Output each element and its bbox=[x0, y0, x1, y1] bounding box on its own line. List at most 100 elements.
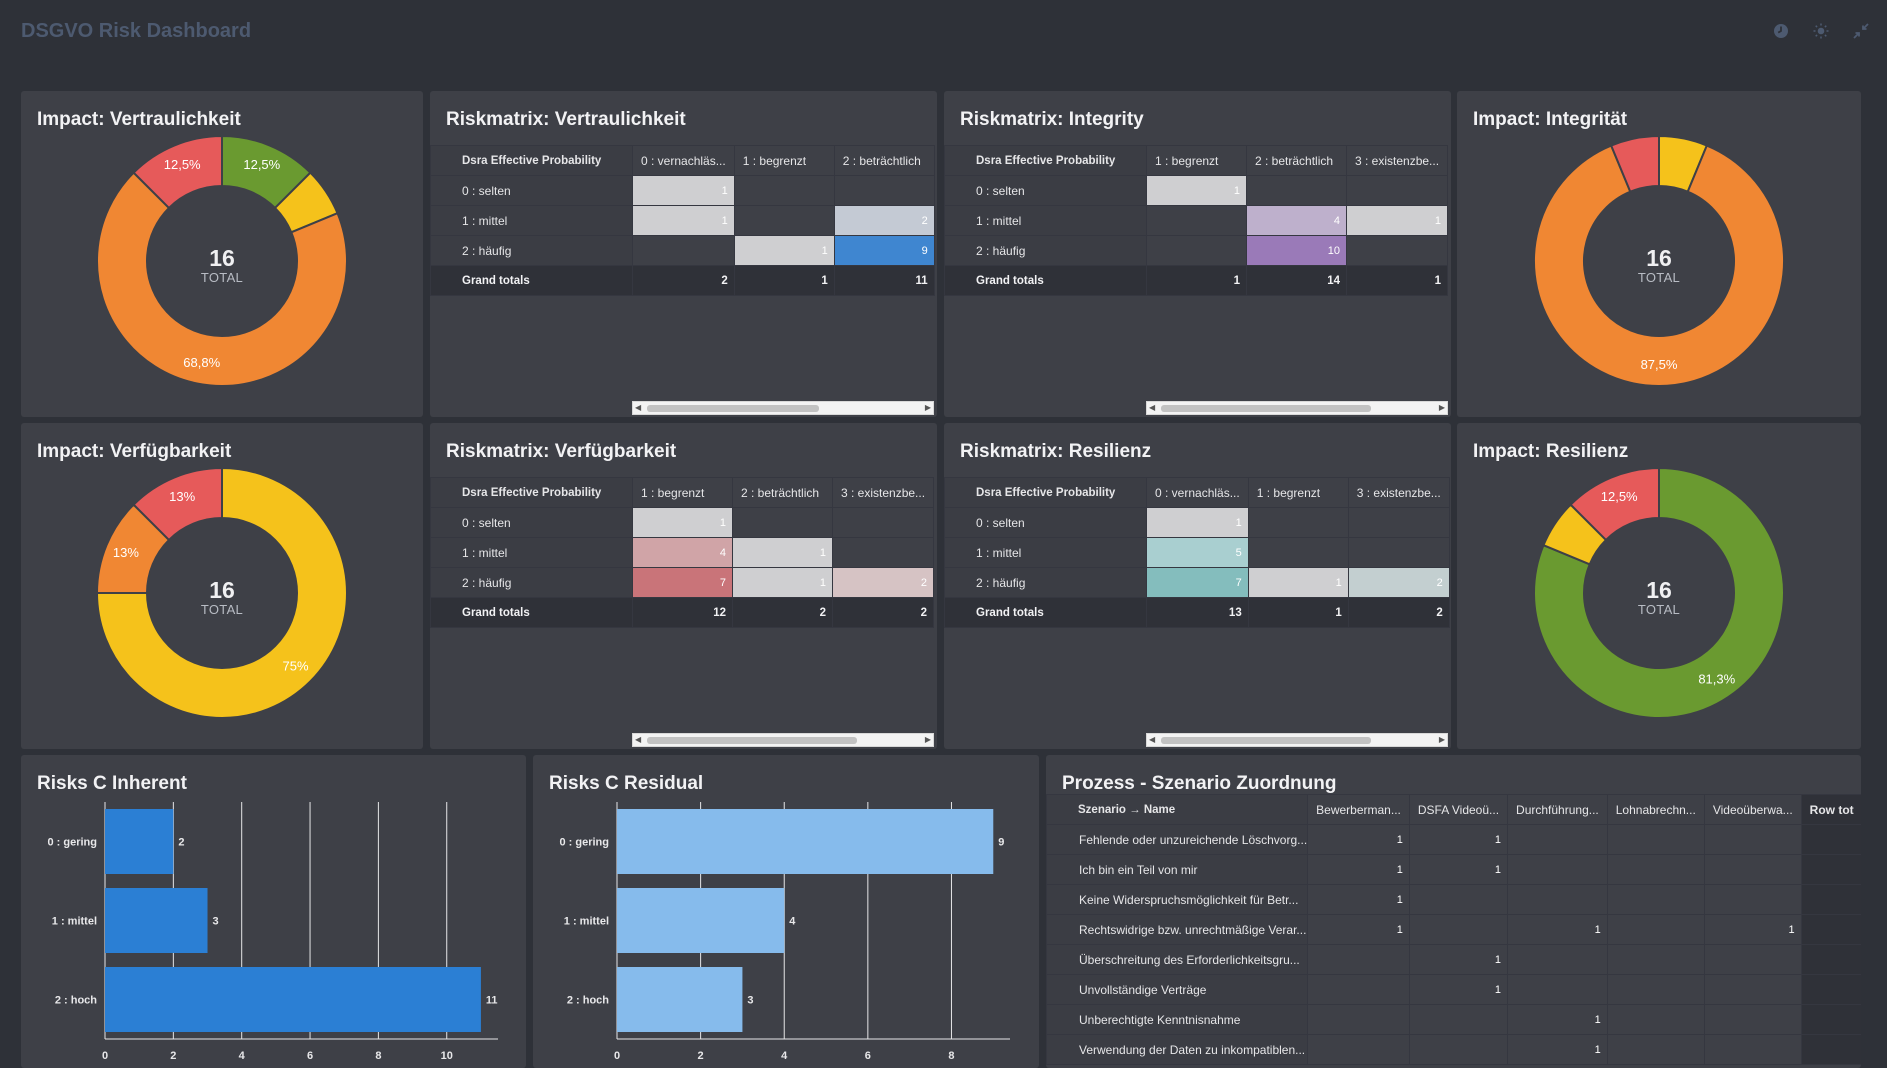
column-header[interactable]: Videoüberwa... bbox=[1703, 794, 1802, 825]
donut-chart[interactable]: 81,3% 12,5% bbox=[1457, 423, 1861, 749]
cell[interactable] bbox=[1408, 1004, 1509, 1035]
cell[interactable]: 1 bbox=[732, 537, 833, 568]
cell[interactable] bbox=[632, 235, 735, 266]
donut-slice[interactable] bbox=[132, 134, 223, 210]
cell[interactable] bbox=[1146, 205, 1247, 236]
horizontal-scrollbar[interactable]: ◀ ▶ bbox=[1146, 733, 1448, 747]
cell[interactable] bbox=[1246, 175, 1347, 206]
cell[interactable]: 4 bbox=[1246, 205, 1347, 236]
horizontal-scrollbar[interactable]: ◀ ▶ bbox=[1146, 401, 1448, 415]
cell[interactable] bbox=[1408, 1034, 1509, 1065]
column-header-row-total[interactable]: Row tot bbox=[1800, 794, 1861, 825]
donut-chart[interactable]: 12,5% 68,8% 12,5% bbox=[21, 91, 423, 417]
collapse-icon[interactable] bbox=[1852, 22, 1870, 40]
bar[interactable] bbox=[105, 809, 174, 874]
scroll-right-icon[interactable]: ▶ bbox=[1438, 735, 1445, 744]
cell[interactable]: 1 bbox=[1146, 175, 1247, 206]
cell[interactable] bbox=[1606, 974, 1705, 1005]
cell[interactable]: 1 bbox=[1408, 854, 1509, 885]
cell[interactable] bbox=[1507, 854, 1608, 885]
cell[interactable] bbox=[1606, 884, 1705, 915]
donut-slice[interactable] bbox=[95, 466, 348, 719]
scroll-left-icon[interactable]: ◀ bbox=[1149, 403, 1156, 412]
cell[interactable]: 1 bbox=[1307, 914, 1410, 945]
cell[interactable] bbox=[1606, 824, 1705, 855]
donut-chart[interactable]: 75% 13% 13% bbox=[21, 423, 423, 749]
clock-icon[interactable] bbox=[1772, 22, 1790, 40]
scrollbar-thumb[interactable] bbox=[647, 737, 857, 744]
row-header[interactable]: Dsra Effective Probability bbox=[944, 477, 1147, 508]
cell[interactable] bbox=[1307, 1004, 1410, 1035]
cell[interactable]: 1 bbox=[732, 567, 833, 598]
donut-slice[interactable] bbox=[1609, 134, 1660, 194]
cell[interactable] bbox=[831, 507, 935, 538]
donut-slice[interactable] bbox=[132, 466, 223, 542]
cell[interactable] bbox=[733, 205, 835, 236]
cell[interactable] bbox=[1703, 1034, 1802, 1065]
row-label[interactable]: Unberechtigte Kenntnisnahme bbox=[1046, 1004, 1309, 1035]
row-label[interactable]: Überschreitung des Erforderlichkeitsgru.… bbox=[1046, 944, 1309, 975]
row-header[interactable]: Dsra Effective Probability bbox=[944, 145, 1147, 176]
scroll-left-icon[interactable]: ◀ bbox=[1149, 735, 1156, 744]
cell[interactable] bbox=[1507, 944, 1608, 975]
column-header[interactable]: 2 : beträchtlich bbox=[833, 145, 935, 176]
cell[interactable] bbox=[732, 507, 833, 538]
row-label[interactable]: Fehlende oder unzureichende Löschvorg... bbox=[1046, 824, 1309, 855]
cell[interactable]: 1 bbox=[1408, 944, 1509, 975]
cell[interactable]: 1 bbox=[1307, 854, 1410, 885]
cell[interactable] bbox=[833, 175, 935, 206]
cell[interactable] bbox=[1307, 974, 1410, 1005]
row-label[interactable]: Unvollständige Verträge bbox=[1046, 974, 1309, 1005]
cell[interactable] bbox=[1307, 944, 1410, 975]
cell[interactable]: 1 bbox=[1507, 914, 1608, 945]
cell[interactable]: 1 bbox=[733, 235, 835, 266]
cell[interactable] bbox=[1247, 537, 1349, 568]
column-header[interactable]: 1 : begrenzt bbox=[1146, 145, 1247, 176]
scrollbar-thumb[interactable] bbox=[1161, 405, 1371, 412]
cell[interactable] bbox=[1507, 824, 1608, 855]
cell[interactable]: 1 bbox=[632, 507, 733, 538]
cell[interactable] bbox=[1703, 854, 1802, 885]
donut-slice[interactable] bbox=[1569, 466, 1660, 542]
bar-chart[interactable]: 0 2 4 6 8 0 : gering 9 1 : mittel 4 2 : hoch 3 bbox=[533, 755, 1039, 1068]
horizontal-scrollbar[interactable]: ◀ ▶ bbox=[632, 401, 934, 415]
cell[interactable] bbox=[1408, 884, 1509, 915]
cell[interactable]: 1 bbox=[1507, 1004, 1608, 1035]
cell[interactable] bbox=[1703, 944, 1802, 975]
scrollbar-thumb[interactable] bbox=[1161, 737, 1371, 744]
scroll-left-icon[interactable]: ◀ bbox=[635, 735, 642, 744]
donut-slice[interactable] bbox=[1533, 144, 1785, 387]
cell[interactable]: 2 bbox=[833, 205, 935, 236]
cell[interactable] bbox=[1146, 235, 1247, 266]
donut-chart[interactable]: 87,5% bbox=[1457, 91, 1861, 417]
scrollbar-thumb[interactable] bbox=[647, 405, 819, 412]
sun-icon[interactable] bbox=[1812, 22, 1830, 40]
row-label[interactable]: Rechtswidrige bzw. unrechtmäßige Verar..… bbox=[1046, 914, 1309, 945]
bar[interactable] bbox=[617, 888, 785, 953]
scroll-right-icon[interactable]: ▶ bbox=[924, 735, 931, 744]
cell[interactable] bbox=[1606, 1004, 1705, 1035]
cell[interactable] bbox=[1606, 914, 1705, 945]
cell[interactable] bbox=[1703, 824, 1802, 855]
bar[interactable] bbox=[105, 967, 481, 1032]
cell[interactable]: 1 bbox=[1307, 884, 1410, 915]
cell[interactable]: 7 bbox=[632, 567, 733, 598]
column-header[interactable]: 1 : begrenzt bbox=[733, 145, 835, 176]
row-label[interactable]: Keine Widerspruchsmöglichkeit für Betr..… bbox=[1046, 884, 1309, 915]
cell[interactable] bbox=[733, 175, 835, 206]
donut-slice[interactable] bbox=[96, 171, 348, 387]
cell[interactable]: 1 bbox=[1703, 914, 1802, 945]
cell[interactable] bbox=[1347, 507, 1450, 538]
cell[interactable] bbox=[1606, 944, 1705, 975]
bar-chart[interactable]: 0 2 4 6 8 10 0 : gering 2 1 : mittel 3 2 : hoch 11 bbox=[21, 755, 526, 1068]
cell[interactable] bbox=[1345, 235, 1449, 266]
row-label[interactable]: Ich bin ein Teil von mir bbox=[1046, 854, 1309, 885]
cell[interactable] bbox=[1507, 884, 1608, 915]
row-header[interactable]: Dsra Effective Probability bbox=[430, 145, 633, 176]
column-header[interactable]: 2 : beträchtlich bbox=[732, 477, 833, 508]
cell[interactable] bbox=[1347, 537, 1450, 568]
column-header[interactable]: 2 : beträchtlich bbox=[1246, 145, 1347, 176]
column-header[interactable]: Bewerberman... bbox=[1307, 794, 1410, 825]
bar[interactable] bbox=[105, 888, 208, 953]
cell[interactable]: 10 bbox=[1246, 235, 1347, 266]
